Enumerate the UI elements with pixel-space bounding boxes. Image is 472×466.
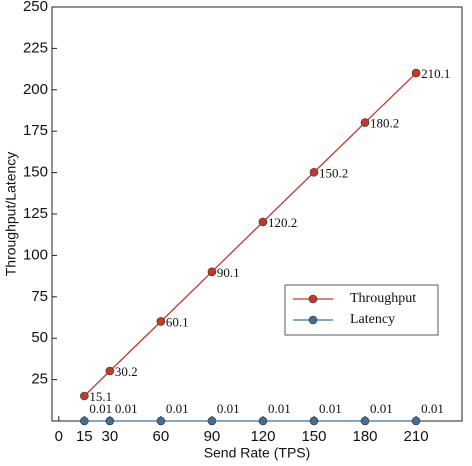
x-tick-label: 120 bbox=[250, 428, 275, 445]
point bbox=[156, 317, 166, 326]
data-label: 15.1 bbox=[89, 389, 112, 404]
legend-label: Throughput bbox=[350, 291, 416, 306]
data-label: 210.1 bbox=[421, 66, 450, 81]
data-label: 90.1 bbox=[217, 265, 240, 280]
y-tick-label: 75 bbox=[31, 288, 48, 305]
data-label: 120.2 bbox=[268, 215, 297, 230]
legend-marker bbox=[308, 294, 318, 304]
data-label: 0.01 bbox=[421, 401, 444, 416]
data-label: 0.01 bbox=[370, 401, 393, 416]
y-tick-label: 150 bbox=[23, 164, 48, 181]
point bbox=[105, 366, 115, 376]
point bbox=[411, 68, 421, 78]
y-axis-label: Throughput/Latency bbox=[3, 152, 19, 277]
point bbox=[207, 267, 217, 277]
data-label: 0.01 bbox=[268, 401, 291, 416]
point bbox=[360, 416, 370, 426]
x-tick-label: 15 bbox=[76, 428, 93, 445]
y-tick-label: 250 bbox=[23, 0, 48, 15]
x-tick-label: 60 bbox=[153, 428, 170, 445]
point bbox=[156, 416, 166, 426]
point bbox=[258, 416, 268, 426]
x-tick-label: 30 bbox=[101, 428, 118, 445]
series-line bbox=[83, 72, 417, 397]
y-tick-label: 25 bbox=[31, 371, 48, 388]
point bbox=[309, 416, 319, 426]
y-tick-label: 100 bbox=[23, 246, 48, 263]
x-tick-label: 0 bbox=[55, 428, 63, 445]
data-label: 0.01 bbox=[115, 401, 138, 416]
data-label: 0.01 bbox=[166, 401, 189, 416]
x-tick-label: 90 bbox=[204, 428, 221, 445]
legend-label: Latency bbox=[350, 312, 395, 327]
data-label: 60.1 bbox=[166, 314, 189, 329]
data-label: 0.01 bbox=[319, 401, 342, 416]
y-tick-label: 225 bbox=[23, 39, 48, 56]
data-label: 150.2 bbox=[319, 165, 348, 180]
point bbox=[80, 416, 89, 426]
point bbox=[207, 416, 217, 426]
point bbox=[80, 391, 89, 401]
point bbox=[411, 416, 421, 426]
x-tick-label: 150 bbox=[301, 428, 326, 445]
plot-frame bbox=[51, 6, 463, 422]
y-tick-label: 200 bbox=[23, 81, 48, 98]
legend-box bbox=[284, 284, 439, 336]
data-label: 0.01 bbox=[89, 401, 112, 416]
legend-marker bbox=[308, 315, 318, 325]
point bbox=[105, 416, 115, 426]
y-tick-label: 50 bbox=[31, 329, 48, 346]
point bbox=[309, 167, 319, 177]
x-axis-label: Send Rate (TPS) bbox=[204, 445, 311, 461]
point bbox=[360, 118, 370, 127]
y-tick-label: 175 bbox=[23, 122, 48, 139]
point bbox=[258, 217, 268, 227]
x-tick-label: 210 bbox=[404, 428, 429, 445]
x-tick-label: 180 bbox=[353, 428, 378, 445]
data-label: 180.2 bbox=[370, 116, 399, 131]
y-tick-label: 125 bbox=[23, 205, 48, 222]
data-label: 0.01 bbox=[217, 401, 240, 416]
data-label: 30.2 bbox=[115, 364, 138, 379]
